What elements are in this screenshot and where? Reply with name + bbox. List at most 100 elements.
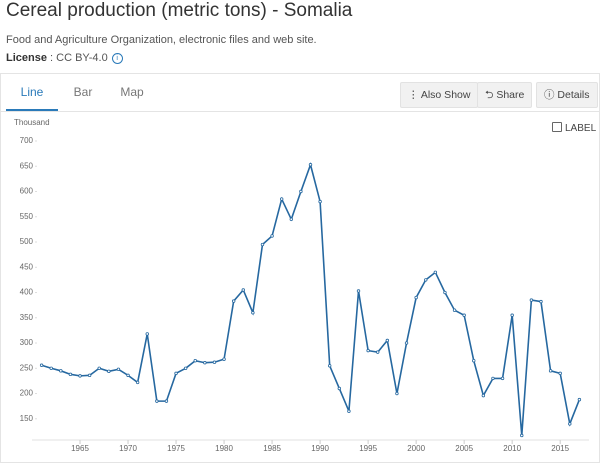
y-tick-label: 550 <box>20 212 34 221</box>
checkbox[interactable] <box>552 122 562 132</box>
point <box>260 242 265 247</box>
point <box>212 360 217 364</box>
x-tick-label: 1990 <box>311 444 329 453</box>
point <box>376 350 380 354</box>
label-toggle[interactable]: LABEL <box>552 122 596 134</box>
x-tick-label: 1980 <box>215 444 233 453</box>
point <box>126 373 130 378</box>
point <box>231 299 236 303</box>
point <box>49 366 53 370</box>
point <box>337 386 342 391</box>
point <box>59 369 63 373</box>
x-tick-label: 2010 <box>503 444 521 453</box>
point <box>279 197 284 201</box>
y-unit: Thousand <box>14 118 50 127</box>
point <box>116 367 121 371</box>
y-tick-label: 600 <box>20 187 34 196</box>
x-tick-label: 1985 <box>263 444 281 453</box>
point <box>203 361 207 365</box>
point <box>289 217 293 221</box>
x-tick-label: 2015 <box>551 444 569 453</box>
x-tick-label: 1970 <box>119 444 137 453</box>
point <box>39 363 44 367</box>
y-tick-label: 450 <box>20 262 34 271</box>
point <box>414 295 418 300</box>
point <box>107 369 111 374</box>
point <box>68 372 73 377</box>
point <box>568 422 572 426</box>
point <box>145 332 149 336</box>
y-tick-label: 650 <box>20 161 34 170</box>
point <box>241 288 245 292</box>
point <box>395 391 399 396</box>
y-tick-label: 150 <box>20 414 34 423</box>
point <box>135 380 140 385</box>
point <box>308 163 313 167</box>
share-button[interactable]: ⮌ Share <box>477 82 533 108</box>
x-tick-label: 1975 <box>167 444 185 453</box>
point <box>347 409 351 413</box>
y-tick-label: 300 <box>20 338 34 347</box>
point <box>366 348 370 353</box>
tab[interactable]: Bar <box>73 85 93 99</box>
point <box>462 313 466 317</box>
point <box>270 234 274 238</box>
point <box>193 359 197 363</box>
point <box>328 364 332 368</box>
point <box>356 289 361 293</box>
tab-divider <box>1 111 599 112</box>
point <box>183 366 188 370</box>
point <box>174 371 178 376</box>
license-value: : CC BY-4.0 <box>46 52 108 64</box>
license-label: License <box>6 52 47 64</box>
point <box>164 399 169 403</box>
point <box>318 199 322 204</box>
point <box>520 433 524 438</box>
point <box>155 399 159 403</box>
tab[interactable]: Line <box>6 74 58 111</box>
y-tick-label: 400 <box>20 288 34 297</box>
point <box>404 341 409 345</box>
point <box>251 311 255 315</box>
point <box>433 270 438 275</box>
y-tick-label: 350 <box>20 313 34 322</box>
point <box>481 393 486 398</box>
point <box>222 357 226 361</box>
source: Food and Agriculture Organization, elect… <box>6 34 317 46</box>
point <box>558 371 562 376</box>
point <box>424 278 428 282</box>
point <box>452 308 457 312</box>
point <box>510 313 514 317</box>
y-tick-label: 250 <box>20 363 34 372</box>
point <box>443 290 447 295</box>
point <box>539 299 543 304</box>
line <box>41 162 581 436</box>
point <box>385 338 390 343</box>
info-icon[interactable]: i <box>111 53 123 64</box>
point <box>491 376 495 381</box>
point <box>529 298 534 302</box>
y-tick-label: 500 <box>20 237 34 246</box>
button-label: Also Show <box>420 89 471 101</box>
point <box>299 189 303 194</box>
point <box>78 374 82 378</box>
license: License : CC BY-4.0 i <box>6 52 123 64</box>
chart-panel: Line Bar Map ⋮ Also Show ⮌ Share ⓘ Detai… <box>0 73 600 463</box>
label-text: LABEL <box>565 123 597 134</box>
point <box>87 373 92 378</box>
y-tick-label: 700 <box>20 136 34 145</box>
y-tick-label: 200 <box>20 389 34 398</box>
point <box>548 369 553 373</box>
title: Cereal production (metric tons) - Somali… <box>6 0 353 21</box>
x-tick-label: 2005 <box>455 444 473 453</box>
point <box>577 397 582 402</box>
button-label: Details <box>557 89 590 101</box>
tab[interactable]: Map <box>120 85 144 99</box>
x-tick-label: 2000 <box>407 444 425 453</box>
point <box>472 359 476 363</box>
also-show-button[interactable]: ⋮ Also Show <box>400 82 479 108</box>
point <box>97 366 101 370</box>
details-button[interactable]: ⓘ Details <box>536 82 598 108</box>
